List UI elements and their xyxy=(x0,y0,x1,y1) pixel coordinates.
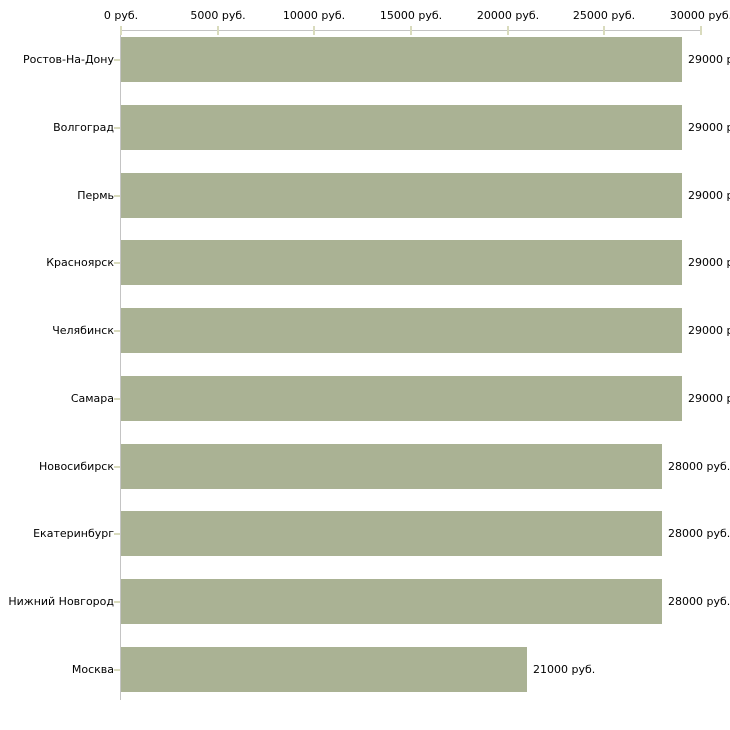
category-tick xyxy=(114,59,120,61)
x-axis-tick-label: 5000 руб. xyxy=(190,9,246,22)
category-label: Пермь xyxy=(77,189,114,202)
value-label: 28000 руб. xyxy=(668,595,730,608)
value-label: 29000 руб. xyxy=(688,392,730,405)
x-axis-tick xyxy=(313,26,315,35)
category-tick xyxy=(114,195,120,197)
value-label: 21000 руб. xyxy=(533,663,596,676)
value-label: 29000 руб. xyxy=(688,121,730,134)
x-axis-tick-label: 15000 руб. xyxy=(379,9,443,22)
category-label: Нижний Новгород xyxy=(8,595,114,608)
x-axis-tick xyxy=(217,26,219,35)
category-label: Челябинск xyxy=(52,324,114,337)
category-tick xyxy=(114,398,120,400)
x-axis-tick-label: 30000 руб. xyxy=(669,9,730,22)
category-tick xyxy=(114,330,120,332)
value-label: 29000 руб. xyxy=(688,189,730,202)
bar xyxy=(121,173,682,218)
bar xyxy=(121,37,682,82)
x-axis-tick xyxy=(507,26,509,35)
category-label: Екатеринбург xyxy=(33,527,114,540)
category-tick xyxy=(114,669,120,671)
x-axis-tick-label: 20000 руб. xyxy=(476,9,540,22)
x-axis-tick xyxy=(410,26,412,35)
category-label: Самара xyxy=(70,392,114,405)
value-label: 28000 руб. xyxy=(668,527,730,540)
bar xyxy=(121,647,527,692)
bar xyxy=(121,240,682,285)
x-axis-tick-label: 10000 руб. xyxy=(282,9,346,22)
category-tick xyxy=(114,601,120,603)
value-label: 29000 руб. xyxy=(688,256,730,269)
x-axis-tick-label: 0 руб. xyxy=(103,9,139,22)
bar xyxy=(121,444,662,489)
x-axis-tick xyxy=(120,26,122,35)
x-axis-tick xyxy=(603,26,605,35)
bar xyxy=(121,105,682,150)
category-label: Волгоград xyxy=(53,121,114,134)
category-label: Ростов-На-Дону xyxy=(22,53,114,66)
category-tick xyxy=(114,262,120,264)
value-label: 28000 руб. xyxy=(668,460,730,473)
category-label: Красноярск xyxy=(46,256,114,269)
x-axis-tick-label: 25000 руб. xyxy=(572,9,636,22)
bar xyxy=(121,511,662,556)
value-label: 29000 руб. xyxy=(688,53,730,66)
category-label: Новосибирск xyxy=(38,460,114,473)
category-tick xyxy=(114,127,120,129)
value-label: 29000 руб. xyxy=(688,324,730,337)
category-label: Москва xyxy=(71,663,114,676)
category-tick xyxy=(114,533,120,535)
bar xyxy=(121,376,682,421)
bar xyxy=(121,308,682,353)
bar xyxy=(121,579,662,624)
y-axis-line xyxy=(120,30,121,700)
category-tick xyxy=(114,466,120,468)
x-axis-tick xyxy=(700,26,702,35)
